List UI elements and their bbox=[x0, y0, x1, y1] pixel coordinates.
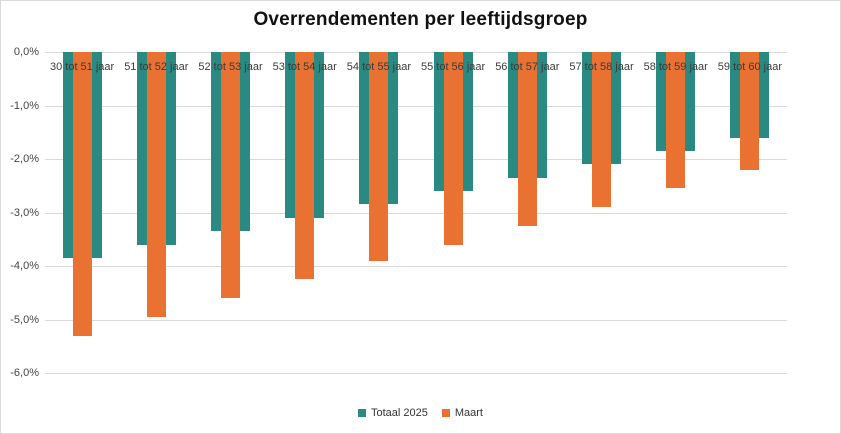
category-label: 52 tot 53 jaar bbox=[198, 61, 263, 73]
gridline bbox=[45, 266, 787, 267]
bar-maart bbox=[146, 52, 166, 317]
category-label: 59 tot 60 jaar bbox=[717, 61, 782, 73]
bar-maart bbox=[666, 52, 686, 188]
gridline bbox=[45, 373, 787, 374]
plot-area: 30 tot 51 jaar 51 tot 52 jaar 52 tot 53 ja… bbox=[45, 52, 787, 374]
gridline bbox=[45, 52, 787, 53]
y-tick-label: -3,0% bbox=[10, 207, 39, 219]
category-label: 53 tot 54 jaar bbox=[272, 61, 337, 73]
category-label: 57 tot 58 jaar bbox=[569, 61, 634, 73]
bar-maart bbox=[740, 52, 760, 170]
bar-maart bbox=[295, 52, 315, 279]
category-label: 51 tot 52 jaar bbox=[124, 61, 189, 73]
y-tick-label: 0,0% bbox=[13, 46, 39, 58]
gridline bbox=[45, 320, 787, 321]
legend-swatch-maart-icon bbox=[441, 409, 450, 417]
bar-maart bbox=[592, 52, 611, 207]
y-tick-label: -5,0% bbox=[10, 314, 39, 326]
category-label: 54 tot 55 jaar bbox=[346, 61, 411, 73]
y-tick-label: -1,0% bbox=[10, 100, 39, 112]
bar-maart bbox=[369, 52, 389, 261]
chart-title: Overrendementen per leeftijdsgroep bbox=[253, 9, 588, 30]
category-label: 56 tot 57 jaar bbox=[495, 61, 560, 73]
legend-label-totaal-2025: Totaal 2025 bbox=[370, 407, 428, 419]
legend-item-maart: Maart bbox=[441, 407, 483, 419]
bar-maart bbox=[443, 52, 463, 245]
gridline bbox=[45, 159, 787, 160]
y-tick-label: -4,0% bbox=[10, 260, 39, 272]
gridline bbox=[45, 106, 787, 107]
legend-label-maart: Maart bbox=[454, 407, 483, 419]
bar-maart bbox=[221, 52, 240, 298]
legend-item-totaal-2025: Totaal 2025 bbox=[357, 407, 428, 419]
bar-maart bbox=[72, 52, 92, 336]
y-tick-label: -2,0% bbox=[10, 153, 39, 165]
bar-maart bbox=[517, 52, 537, 226]
category-label: 30 tot 51 jaar bbox=[49, 61, 115, 73]
y-tick-label: -6,0% bbox=[10, 367, 39, 379]
category-label: 58 tot 59 jaar bbox=[643, 61, 708, 73]
legend: Totaal 2025 Maart bbox=[1, 407, 840, 419]
legend-swatch-totaal-2025-icon bbox=[357, 409, 366, 417]
gridline bbox=[45, 213, 787, 214]
category-label: 55 tot 56 jaar bbox=[420, 61, 486, 73]
